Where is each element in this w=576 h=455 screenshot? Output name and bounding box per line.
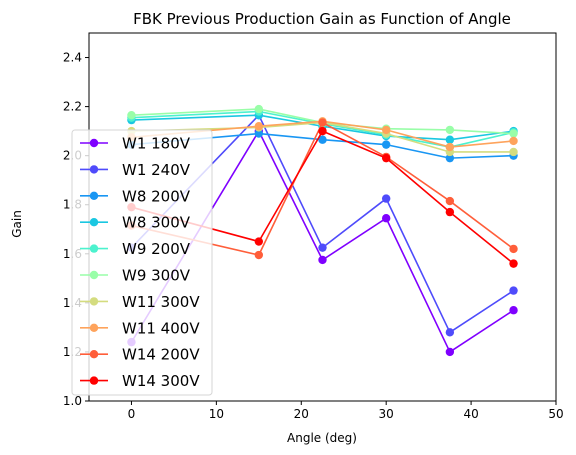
data-point: [254, 129, 264, 138]
legend-label: W1 240V: [122, 161, 191, 179]
data-point: [318, 255, 327, 265]
y-axis-label: Gain: [10, 210, 24, 238]
legend-marker: [89, 323, 99, 332]
legend-entry: W8 200V: [80, 187, 191, 205]
x-tick-label: 30: [379, 407, 394, 421]
data-point: [318, 126, 327, 136]
legend-marker: [89, 191, 99, 200]
data-point: [509, 244, 518, 254]
legend-marker: [89, 165, 99, 174]
legend-entry: W11 300V: [80, 293, 200, 311]
data-point: [509, 306, 518, 315]
data-point: [318, 118, 327, 127]
legend-marker: [89, 376, 99, 385]
data-point: [318, 135, 327, 144]
data-point: [381, 153, 391, 163]
legend-marker: [89, 244, 99, 253]
data-point: [381, 125, 391, 135]
data-point: [509, 136, 518, 146]
data-point: [509, 147, 518, 157]
legend-label: W9 200V: [122, 240, 191, 258]
series-line: [130, 114, 514, 334]
legend-marker: [89, 138, 99, 148]
data-point: [381, 140, 391, 149]
legend-entry: W9 300V: [80, 267, 191, 285]
x-tick-label: 50: [548, 407, 563, 421]
data-point: [254, 237, 264, 246]
data-point: [445, 207, 455, 217]
series-line: [131, 110, 514, 148]
legend-label: W11 400V: [122, 319, 200, 337]
data-point: [509, 259, 518, 268]
data-point: [445, 125, 455, 135]
data-point: [381, 194, 391, 203]
series-line: [131, 121, 515, 256]
data-point: [509, 129, 518, 138]
data-point: [445, 196, 455, 206]
series-line: [131, 132, 514, 159]
legend-marker: [89, 297, 99, 306]
legend-entry: W8 300V: [80, 214, 191, 232]
data-point: [509, 286, 518, 295]
legend-entry: W14 300V: [80, 372, 200, 390]
legend-entry: W1 240V: [80, 161, 191, 179]
legend-label: W14 200V: [122, 346, 200, 364]
data-point: [445, 142, 455, 152]
data-point: [127, 110, 136, 120]
legend-entry: W9 200V: [80, 240, 191, 258]
legend-label: W1 180V: [122, 135, 191, 153]
series-line: [131, 130, 515, 265]
legend-label: W8 300V: [122, 214, 191, 232]
data-point: [445, 328, 455, 337]
legend-entry: W1 180V: [80, 135, 191, 153]
legend-marker: [89, 218, 99, 227]
legend-label: W14 300V: [122, 372, 200, 390]
legend-label: W9 300V: [122, 267, 191, 285]
y-tick-label: 2.2: [63, 100, 82, 114]
data-point: [254, 104, 264, 114]
legend-entry: W11 400V: [80, 319, 200, 337]
legend-label: W11 300V: [122, 293, 200, 311]
data-point: [445, 135, 455, 144]
series-line: [131, 120, 514, 148]
x-tick-label: 10: [209, 407, 224, 421]
y-tick-label: 2.4: [63, 51, 82, 65]
legend-label: W8 200V: [122, 187, 191, 205]
data-point: [254, 122, 264, 131]
data-point: [381, 214, 391, 223]
legend: W1 180V W1 240V W8 200V W8 300V W9 200V W9 30…: [71, 129, 213, 396]
data-point: [254, 250, 264, 260]
x-tick-label: 40: [463, 407, 478, 421]
x-tick-label: 0: [128, 407, 136, 421]
y-tick-label: 1.0: [63, 394, 82, 408]
legend-marker: [89, 350, 99, 359]
data-point: [445, 347, 455, 357]
series-w11-400v: [127, 117, 518, 152]
data-point: [318, 243, 327, 252]
series-line: [131, 114, 514, 141]
legend-entry: W14 200V: [80, 346, 200, 364]
chart-title: FBK Previous Production Gain as Function…: [133, 10, 511, 28]
x-tick-label: 20: [294, 407, 309, 421]
x-axis-label: Angle (deg): [287, 431, 357, 445]
data-point: [445, 153, 455, 163]
legend-marker: [89, 270, 99, 280]
series-line: [130, 130, 514, 353]
